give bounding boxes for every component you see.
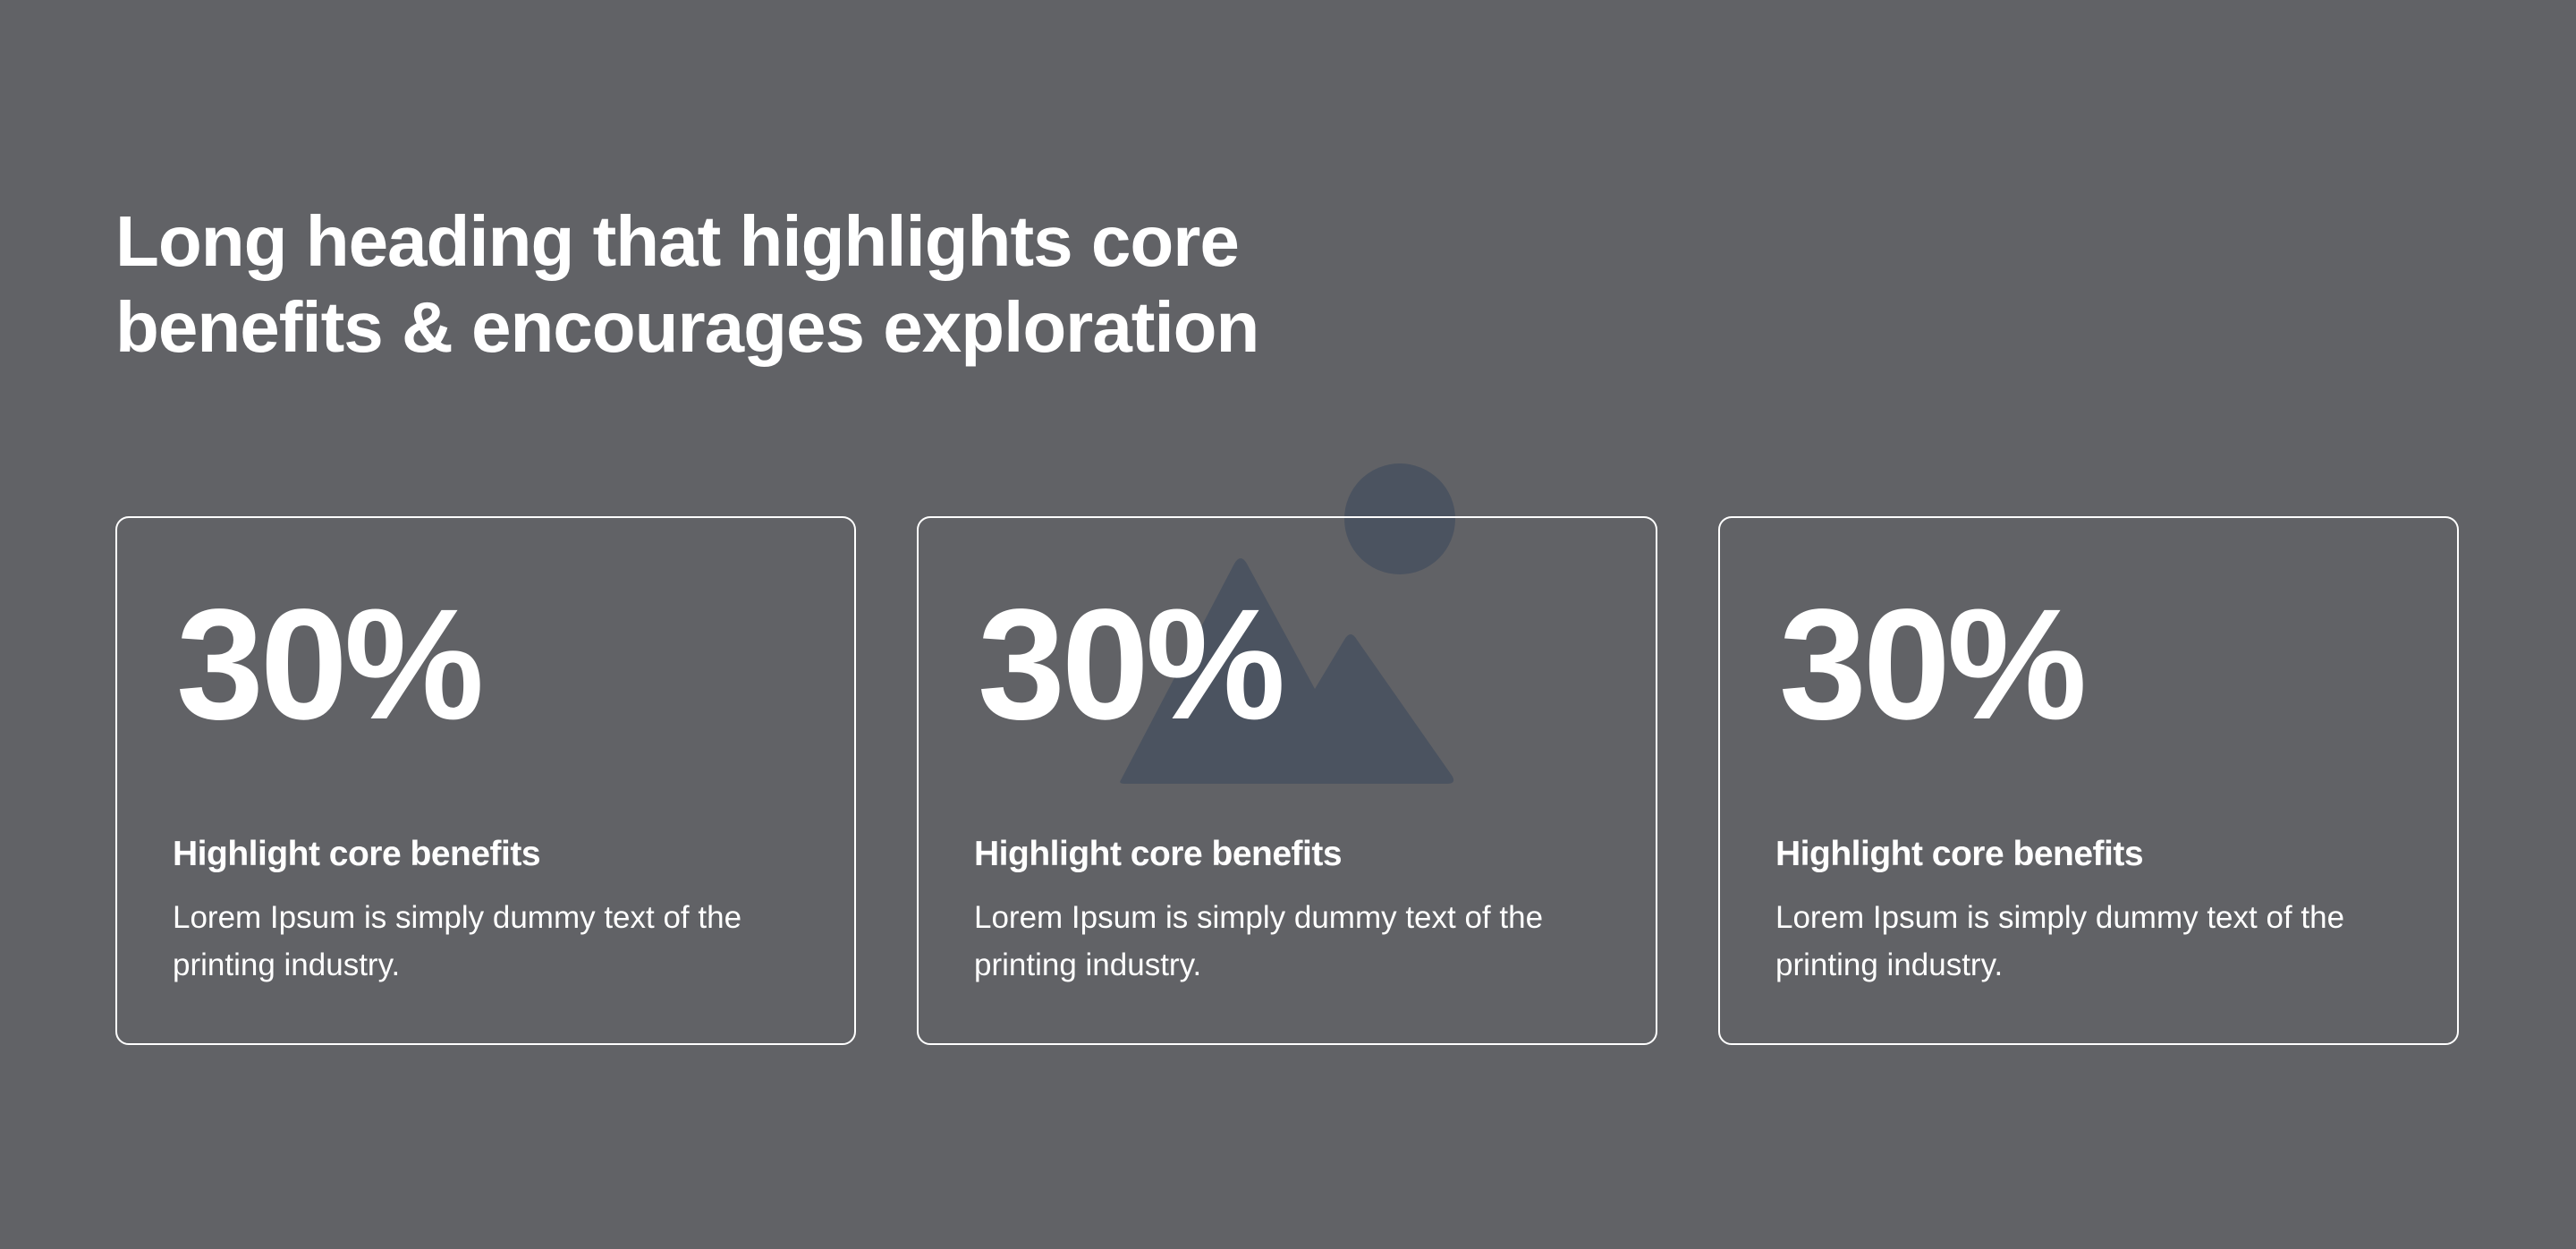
sun-icon [1344, 463, 1455, 574]
card-title: Highlight core benefits [1775, 835, 2144, 873]
card-title: Highlight core benefits [974, 835, 1343, 873]
stat-value: 30% [978, 577, 1285, 752]
stat-card: 30% Highlight core benefits Lorem Ipsum is… [115, 516, 856, 1045]
card-body: Lorem Ipsum is simply dummy text of the … [974, 900, 1544, 982]
stat-value: 30% [1779, 577, 2087, 752]
stat-card: 30% Highlight core benefits Lorem Ipsum is… [917, 516, 1657, 1045]
mountain-icon [1120, 558, 1454, 784]
stat-value: 30% [176, 577, 484, 752]
card-body: Lorem Ipsum is simply dummy text of the … [173, 900, 742, 982]
card-body: Lorem Ipsum is simply dummy text of the … [1775, 900, 2345, 982]
card-title: Highlight core benefits [173, 835, 541, 873]
heading: Long heading that highlights core benefi… [115, 201, 1259, 367]
stat-card: 30% Highlight core benefits Lorem Ipsum is… [1718, 516, 2459, 1045]
